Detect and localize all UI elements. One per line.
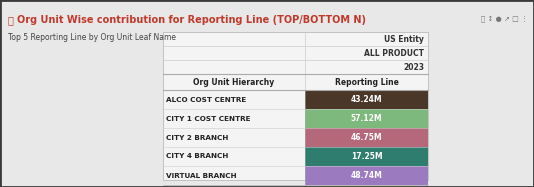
Text: ALL PRODUCT: ALL PRODUCT (364, 48, 424, 57)
Text: ⧉ ↕ ● ↗ □ ⋮: ⧉ ↕ ● ↗ □ ⋮ (481, 15, 528, 22)
Text: 57.12M: 57.12M (351, 114, 382, 123)
Text: Org Unit Hierarchy: Org Unit Hierarchy (193, 77, 274, 87)
Bar (305, 166, 428, 185)
Text: CITY 2 BRANCH: CITY 2 BRANCH (166, 134, 229, 140)
Bar (305, 90, 428, 109)
Text: 17.25M: 17.25M (351, 152, 382, 161)
Text: Top 5 Reporting Line by Org Unit Leaf Name: Top 5 Reporting Line by Org Unit Leaf Na… (8, 33, 176, 42)
Text: 43.24M: 43.24M (351, 95, 382, 104)
Text: CITY 1 COST CENTRE: CITY 1 COST CENTRE (166, 116, 250, 122)
Text: 46.75M: 46.75M (351, 133, 382, 142)
Text: Org Unit Wise contribution for Reporting Line (TOP/BOTTOM N): Org Unit Wise contribution for Reporting… (17, 15, 366, 25)
Bar (305, 128, 428, 147)
Text: 48.74M: 48.74M (350, 171, 382, 180)
Text: Reporting Line: Reporting Line (335, 77, 398, 87)
Text: US Entity: US Entity (384, 34, 424, 44)
Bar (305, 109, 428, 128)
Text: 2023: 2023 (403, 62, 424, 71)
Text: VIRTUAL BRANCH: VIRTUAL BRANCH (166, 172, 237, 179)
Bar (305, 147, 428, 166)
Text: ALCO COST CENTRE: ALCO COST CENTRE (166, 96, 246, 102)
Text: ⯀: ⯀ (8, 15, 14, 25)
Bar (163, 32, 428, 180)
Text: CITY 4 BRANCH: CITY 4 BRANCH (166, 154, 229, 160)
